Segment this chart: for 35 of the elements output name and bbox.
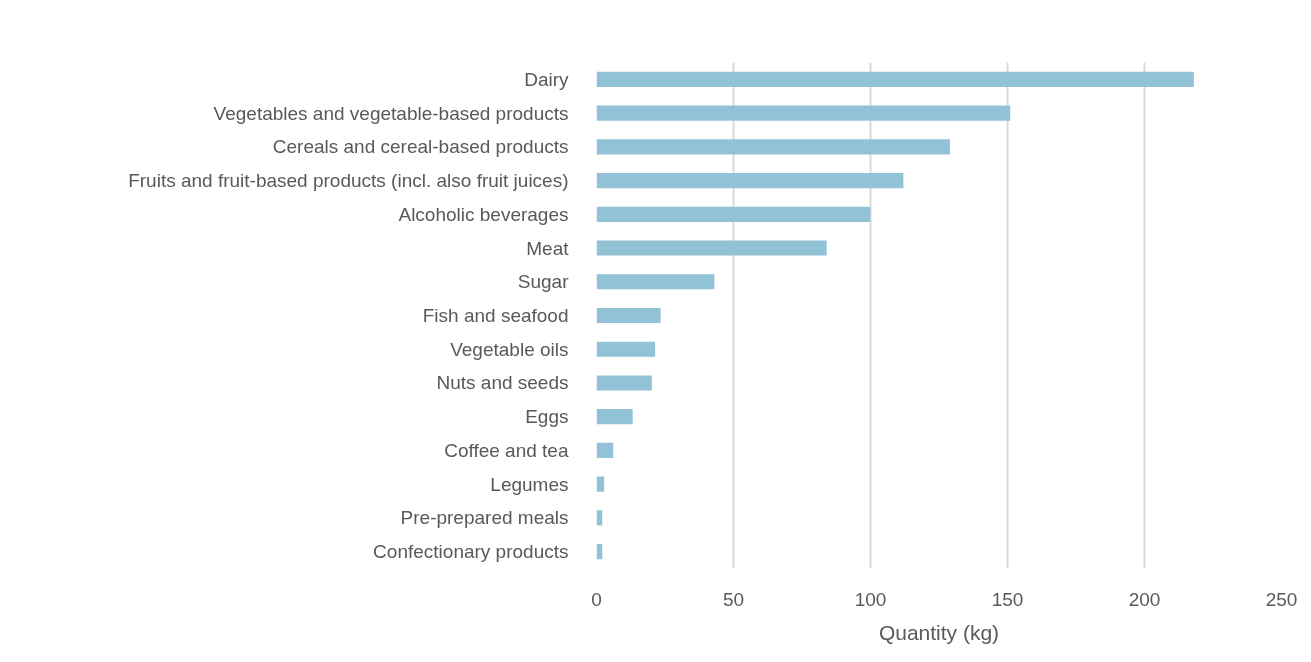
x-tick-label: 50 <box>722 588 745 610</box>
bar <box>596 105 1011 121</box>
y-tick-label: Nuts and seeds <box>436 372 569 394</box>
y-tick-label: Legumes <box>490 473 569 495</box>
x-tick-label: 100 <box>854 588 887 610</box>
y-tick-label: Cereals and cereal-based products <box>272 136 569 158</box>
bar <box>596 476 605 492</box>
bar <box>596 71 1194 87</box>
bar <box>596 375 652 391</box>
y-tick-label: Dairy <box>524 68 569 90</box>
x-tick-label: 200 <box>1128 588 1161 610</box>
y-tick-label: Coffee and tea <box>444 439 569 461</box>
x-tick-label: 150 <box>991 588 1024 610</box>
x-tick-label: 250 <box>1265 588 1298 610</box>
bar <box>596 341 656 357</box>
y-tick-label: Vegetable oils <box>450 338 569 360</box>
y-tick-label: Fish and seafood <box>422 305 569 326</box>
y-tick-label: Meat <box>526 237 570 259</box>
y-tick-label: Confectionary products <box>373 541 569 563</box>
bar <box>596 307 661 324</box>
bar <box>596 409 633 425</box>
y-tick-label: Eggs <box>525 406 569 428</box>
x-axis-title: Quantity (kg) <box>878 620 1000 644</box>
bar <box>596 172 904 189</box>
y-tick-label: Alcoholic beverages <box>398 203 569 225</box>
y-tick-label: Pre-prepared meals <box>400 507 569 529</box>
x-tick-label: 0 <box>591 588 602 610</box>
y-tick-label: Vegetables and vegetable-based products <box>213 102 569 124</box>
bar <box>596 240 827 256</box>
bar <box>596 442 614 459</box>
bar <box>596 206 871 222</box>
y-tick-label: Sugar <box>517 271 570 293</box>
y-tick-label: Fruits and fruit-based products (incl. also fruit juices) <box>128 170 569 192</box>
bar <box>596 139 950 155</box>
bar <box>596 274 715 290</box>
